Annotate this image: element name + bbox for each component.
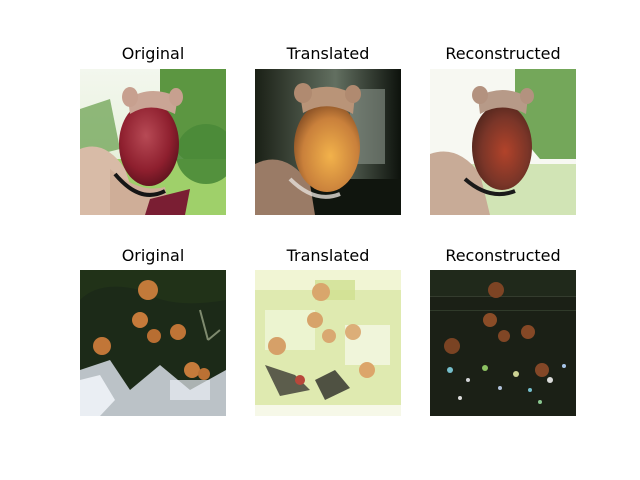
image-reconstructed-fruits-tree xyxy=(430,270,576,416)
image-reconstructed-apple-hand xyxy=(430,69,576,215)
title-row1-col2: Translated xyxy=(286,44,370,63)
image-translated-fruits-tree xyxy=(255,270,401,416)
title-row2-col3: Reconstructed xyxy=(445,246,561,265)
image-original-fruits-tree xyxy=(80,270,226,416)
title-row2-col1: Original xyxy=(121,246,185,265)
title-row1-col3: Reconstructed xyxy=(445,44,561,63)
image-translated-apple-hand xyxy=(255,69,401,215)
title-row1-col1: Original xyxy=(121,44,185,63)
image-original-apple-hand xyxy=(80,69,226,215)
title-row2-col2: Translated xyxy=(286,246,370,265)
